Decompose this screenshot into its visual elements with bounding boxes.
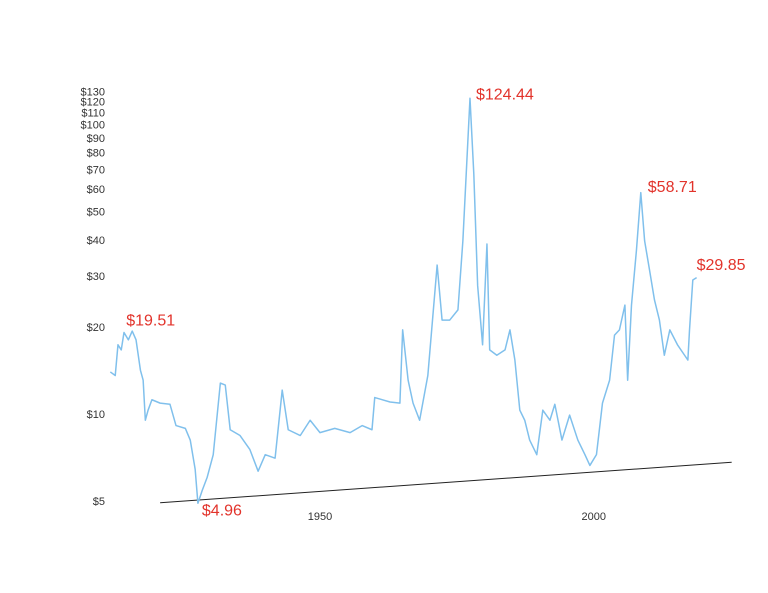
y-tick-label: $100: [81, 120, 105, 132]
y-tick-label: $130: [81, 87, 105, 99]
y-tick-label: $5: [93, 496, 105, 508]
y-tick-label: $70: [87, 164, 105, 176]
annotation: $19.51: [126, 312, 175, 329]
y-tick-label: $20: [87, 322, 105, 334]
y-tick-label: $90: [87, 133, 105, 145]
y-tick-label: $40: [87, 235, 105, 247]
y-tick-label: $110: [81, 108, 105, 120]
trendline: [160, 461, 732, 504]
annotation: $58.71: [648, 179, 697, 196]
y-tick-label: $60: [87, 184, 105, 196]
y-tick-label: $50: [87, 207, 105, 219]
y-tick-label: $10: [87, 409, 105, 421]
x-tick-label: 1950: [308, 511, 332, 523]
annotation: $124.44: [476, 86, 534, 103]
annotation: $4.96: [202, 502, 242, 519]
y-tick-label: $30: [87, 271, 105, 283]
annotation: $29.85: [697, 257, 746, 274]
x-tick-label: 2000: [581, 511, 605, 523]
y-tick-label: $120: [81, 97, 105, 109]
price-line: [109, 97, 698, 504]
y-tick-label: $80: [87, 148, 105, 160]
